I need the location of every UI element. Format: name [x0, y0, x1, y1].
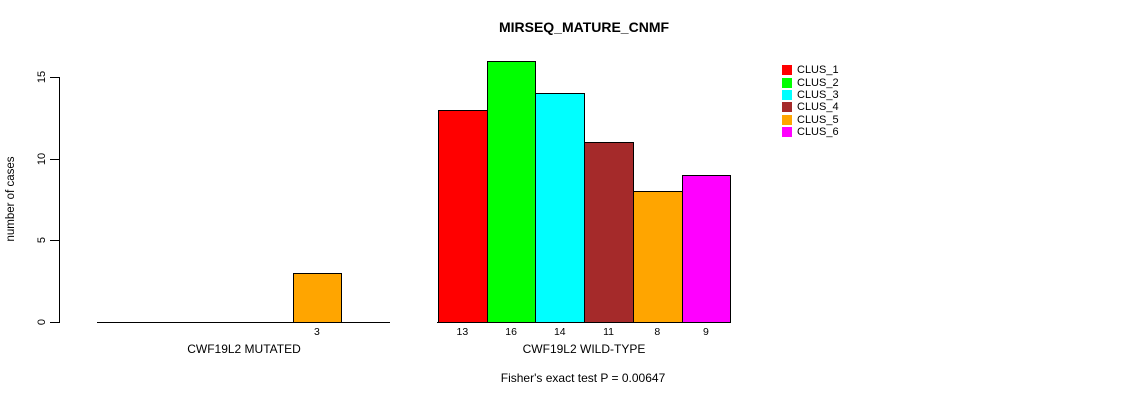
bar-clus_5 [632, 191, 683, 323]
legend-swatch [782, 65, 792, 76]
legend-label: CLUS_2 [797, 76, 839, 89]
legend-swatch [782, 114, 792, 125]
legend-entry: CLUS_3 [782, 89, 839, 101]
legend-label: CLUS_6 [797, 125, 839, 138]
y-tick-mark [50, 240, 59, 242]
x-axis-baseline [97, 322, 391, 323]
group2-label: CWF19L2 WILD-TYPE [522, 342, 646, 356]
bar-clus_1 [438, 109, 488, 323]
bar-value-label: 8 [654, 325, 661, 338]
y-axis-line [59, 77, 60, 323]
y-tick-label: 0 [35, 318, 48, 326]
group1-label: CWF19L2 MUTATED [187, 342, 301, 356]
y-tick-label: 10 [35, 152, 48, 165]
y-axis-label: number of cases [5, 156, 17, 242]
legend-swatch [782, 89, 792, 100]
fisher-test-annotation: Fisher's exact test P = 0.00647 [500, 371, 666, 385]
legend-label: CLUS_4 [797, 101, 839, 114]
legend-swatch [782, 102, 792, 113]
legend-entry: CLUS_1 [782, 64, 839, 76]
bar-value-label: 14 [553, 325, 566, 338]
y-tick-mark [50, 322, 59, 323]
legend-swatch [782, 126, 792, 137]
legend-entry: CLUS_4 [782, 101, 839, 113]
bar-value-label: 13 [456, 325, 469, 338]
bar-clus_5 [292, 273, 343, 323]
y-tick-mark [50, 158, 59, 160]
bar-clus_3 [535, 93, 586, 323]
y-tick-label: 15 [35, 70, 48, 84]
bar-value-label: 3 [314, 325, 320, 338]
legend: CLUS_1 CLUS_2 CLUS_3 CLUS_4 CLUS_5 CLUS_6 [782, 64, 839, 138]
y-tick-mark [50, 77, 59, 78]
legend-entry: CLUS_6 [782, 126, 839, 138]
bar-clus_6 [681, 175, 732, 323]
bar-clus_2 [486, 60, 537, 323]
legend-label: CLUS_1 [797, 64, 839, 77]
legend-label: CLUS_3 [797, 88, 839, 101]
legend-entry: CLUS_5 [782, 113, 839, 126]
bar-value-label: 11 [603, 325, 614, 338]
legend-label: CLUS_5 [797, 113, 839, 126]
y-tick-label: 5 [35, 237, 48, 244]
chart-title: MIRSEQ_MATURE_CNMF [498, 19, 670, 35]
bar-value-label: 16 [505, 325, 517, 338]
legend-swatch [782, 77, 792, 88]
bar-clus_4 [584, 142, 634, 323]
bar-value-label: 9 [703, 325, 709, 338]
legend-entry: CLUS_2 [782, 76, 839, 89]
